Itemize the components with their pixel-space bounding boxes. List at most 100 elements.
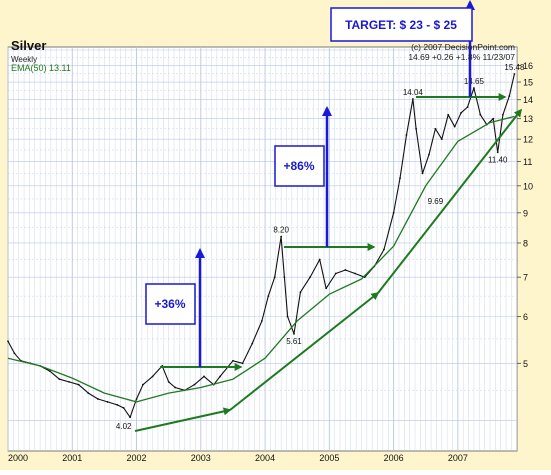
price-point: [167, 380, 170, 383]
y-tick-label: 7: [523, 273, 528, 283]
price-point: [453, 125, 456, 128]
series-layer: [7, 73, 516, 419]
price-point: [466, 106, 469, 109]
trendline-arrow-2: [229, 292, 380, 411]
price-point: [267, 295, 270, 298]
price-point: [325, 287, 328, 290]
price-point: [68, 380, 70, 383]
price-point: [129, 416, 132, 419]
price-point: [151, 375, 154, 378]
point-label: 9.69: [428, 197, 444, 206]
y-tick-label: 15: [523, 78, 533, 88]
target-box-frame: [330, 7, 473, 42]
price-point: [97, 398, 99, 400]
y-tick-label: 12: [523, 135, 533, 145]
point-labels: 4.02 5.61 8.20 14.04 9.69 14.65 11.40 15.48: [116, 63, 525, 431]
price-point: [415, 127, 417, 130]
x-tick-label: 2000: [8, 453, 28, 463]
price-point: [501, 113, 504, 116]
x-tick-label: 2006: [384, 453, 404, 463]
price-point: [383, 248, 385, 251]
gain-box-86-frame: [274, 145, 325, 187]
y-tick-label: 14: [523, 95, 533, 105]
price-point: [460, 111, 462, 114]
y-tick-label: 16: [523, 61, 533, 71]
price-point: [479, 113, 482, 116]
y-tick-label: 9: [523, 208, 528, 218]
price-point: [280, 235, 283, 238]
price-point: [405, 134, 408, 136]
price-point: [7, 340, 9, 343]
y-tick-label: 8: [523, 238, 528, 248]
x-tick-label: 2002: [127, 453, 147, 463]
price-point: [293, 332, 295, 335]
price-point: [241, 362, 244, 365]
price-point: [174, 386, 176, 389]
copyright-label: (c) 2007 DecisionPoint.com: [411, 42, 515, 52]
ema-line: [7, 115, 515, 403]
point-label: 4.02: [116, 422, 132, 431]
price-point: [13, 352, 16, 355]
price-point: [58, 378, 61, 381]
price-point: [421, 172, 424, 175]
price-point: [203, 375, 205, 378]
x-tick-label: 2005: [319, 453, 339, 463]
x-tick-label: 2001: [62, 453, 82, 463]
period-label: Weekly: [11, 55, 37, 64]
price-point: [48, 370, 51, 373]
gain-box-36: +36%: [145, 283, 196, 325]
point-label: 14.65: [464, 77, 485, 86]
price-point: [492, 117, 495, 120]
price-point: [232, 359, 234, 362]
price-point: [283, 276, 286, 279]
x-axis-ticks: 2000 2001 2002 2003 2004 2005 2006 2007: [8, 453, 468, 463]
price-point: [286, 315, 289, 318]
price-point: [447, 113, 450, 116]
price-point: [411, 98, 414, 100]
price-point: [434, 127, 437, 130]
grid: [7, 47, 517, 451]
price-point: [87, 392, 90, 395]
chart-title: Silver: [11, 38, 46, 53]
gain-86-label: +86%: [283, 159, 314, 173]
point-label: 5.61: [286, 337, 302, 346]
ema-legend: EMA(50) 13.11: [11, 63, 71, 73]
x-tick-label: 2003: [191, 453, 211, 463]
price-point: [77, 383, 80, 386]
x-tick-label: 2007: [448, 453, 468, 463]
y-tick-label: 6: [523, 312, 528, 322]
price-point: [508, 95, 511, 97]
price-point: [344, 269, 347, 271]
price-point: [496, 151, 499, 154]
price-point: [392, 211, 395, 214]
price-point: [399, 177, 401, 180]
price-point: [142, 383, 144, 386]
price-point: [122, 407, 125, 409]
point-label: 15.48: [504, 63, 525, 72]
point-label: 11.40: [488, 155, 508, 164]
price-point: [219, 375, 221, 378]
target-label: TARGET: $ 23 - $ 25: [345, 18, 457, 32]
price-point: [273, 276, 276, 279]
quote-label: 14.69 +0.26 +1.8% 11/23/07: [408, 52, 515, 62]
y-tick-label: 10: [523, 181, 533, 191]
price-point: [318, 258, 321, 261]
y-tick-label: 13: [523, 114, 533, 124]
price-point: [513, 73, 516, 75]
trendline-arrow-1: [134, 407, 232, 432]
gain-36-label: +36%: [154, 297, 185, 311]
price-point: [116, 404, 119, 406]
price-point: [299, 291, 302, 294]
price-point: [428, 153, 430, 156]
price-point: [440, 138, 443, 141]
gain-box-36-frame: [145, 283, 196, 325]
point-label: 8.20: [273, 226, 289, 235]
price-point: [251, 342, 254, 345]
y-tick-label: 5: [523, 359, 528, 369]
point-label: 14.04: [403, 88, 424, 97]
price-point: [473, 87, 475, 89]
price-point: [260, 320, 263, 322]
x-tick-label: 2004: [255, 453, 275, 463]
trendline-arrows: [134, 108, 522, 432]
